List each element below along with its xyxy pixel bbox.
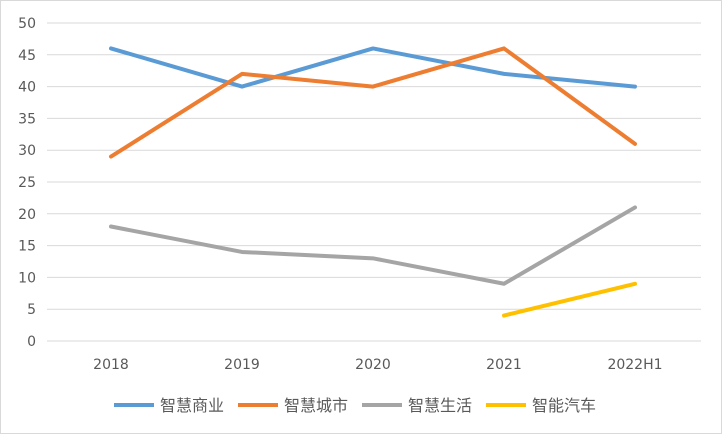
legend-label: 智慧商业 (160, 396, 224, 415)
y-tick-label: 15 (18, 239, 36, 255)
y-tick-label: 20 (18, 207, 36, 223)
x-tick-label: 2020 (355, 357, 391, 373)
x-tick-label: 2022H1 (607, 357, 662, 373)
x-axis-ticks: 2018 2019 2020 2021 2022H1 (93, 357, 662, 373)
x-tick-label: 2019 (224, 357, 260, 373)
y-tick-label: 40 (18, 80, 36, 96)
y-axis-ticks: 0 5 10 15 20 25 30 35 40 45 50 (18, 16, 36, 350)
y-tick-label: 5 (27, 302, 36, 318)
legend: 智慧商业 智慧城市 智慧生活 智能汽车 (114, 396, 596, 415)
x-tick-label: 2021 (486, 357, 522, 373)
legend-label: 智慧生活 (408, 396, 472, 415)
legend-label: 智慧城市 (284, 396, 348, 415)
series-line (109, 205, 637, 286)
y-tick-label: 50 (18, 16, 36, 32)
y-tick-label: 45 (18, 48, 36, 64)
series-line (109, 46, 637, 89)
y-tick-label: 25 (18, 175, 36, 191)
x-tick-label: 2018 (93, 357, 129, 373)
legend-label: 智能汽车 (532, 396, 596, 415)
y-tick-label: 30 (18, 143, 36, 159)
series-lines (109, 46, 637, 318)
y-tick-label: 10 (18, 270, 36, 286)
y-tick-label: 0 (27, 334, 36, 350)
y-tick-label: 35 (18, 111, 36, 127)
series-line (109, 46, 637, 159)
series-line (502, 281, 637, 318)
